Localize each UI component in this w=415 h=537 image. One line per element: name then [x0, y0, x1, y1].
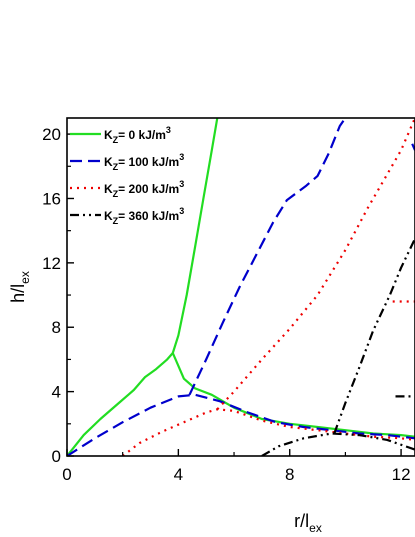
series-1-line-1 [188, 118, 347, 396]
series-1-line-0 [67, 393, 415, 456]
legend-label-2: KZ= 200 kJ/m3 [104, 179, 184, 199]
series-0-line-1 [171, 352, 415, 438]
legend: KZ= 0 kJ/m3 KZ= 100 kJ/m3 KZ= 200 kJ/m3 KZ=… [70, 125, 184, 226]
y-tick-label-0: 0 [52, 447, 61, 466]
series-0-line-0 [67, 118, 219, 456]
y-tick-label-4: 16 [42, 189, 61, 208]
y-axis-label: h/lex [8, 271, 32, 303]
series-2-line-0 [122, 408, 415, 456]
y-tick-label-2: 8 [52, 318, 61, 337]
y-tick-label-3: 12 [42, 254, 61, 273]
series-3-line-0 [261, 432, 415, 456]
ticks-layer: 0 4 8 12 0 4 8 12 16 20 [42, 125, 410, 484]
x-tick-label-1: 4 [174, 465, 183, 484]
x-tick-label-2: 8 [285, 465, 294, 484]
plot-frame [66, 117, 415, 457]
x-axis-label: r/lex [294, 511, 322, 535]
series-layer [67, 118, 415, 456]
y-tick-label-5: 20 [42, 125, 61, 144]
series-2-line-1 [216, 118, 415, 411]
legend-label-0: KZ= 0 kJ/m3 [104, 125, 171, 145]
series-3-line-1 [333, 238, 415, 434]
legend-label-1: KZ= 100 kJ/m3 [104, 152, 184, 172]
legend-label-3: KZ= 360 kJ/m3 [104, 206, 184, 226]
x-tick-label-0: 0 [62, 465, 71, 484]
x-tick-label-3: 12 [392, 465, 411, 484]
y-tick-label-1: 4 [52, 383, 61, 402]
